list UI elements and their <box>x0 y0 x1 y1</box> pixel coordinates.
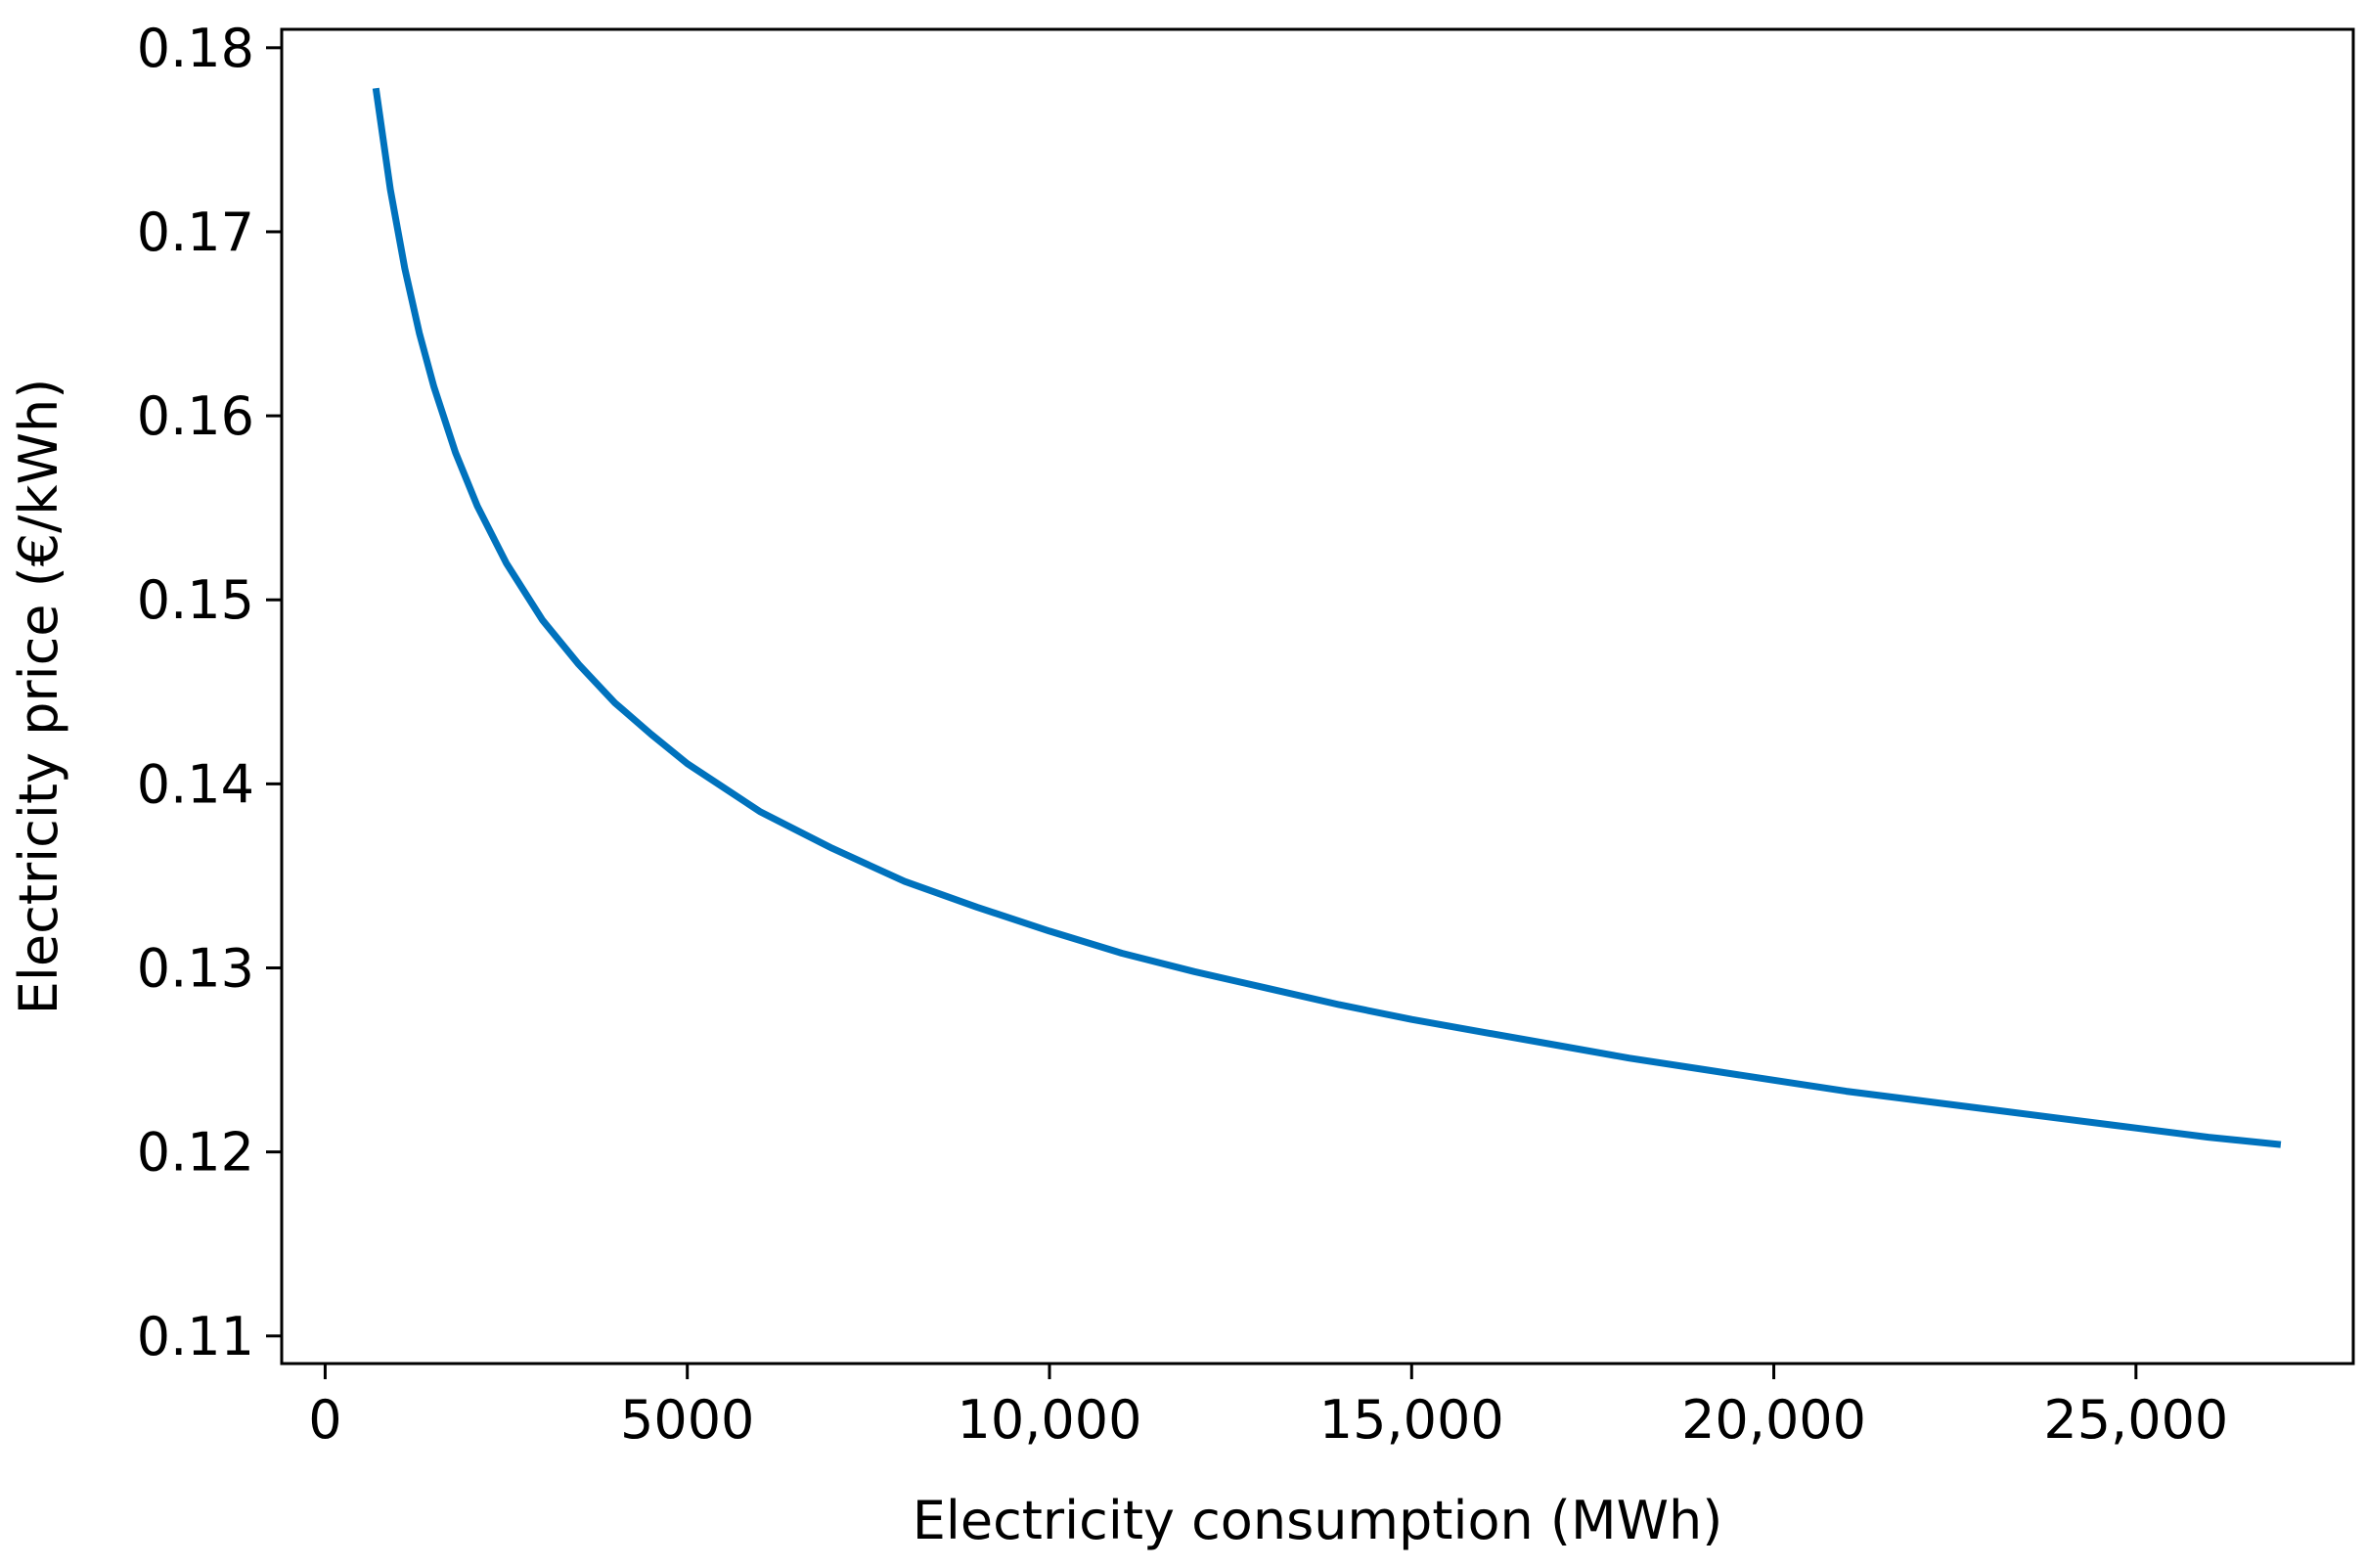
series-line <box>372 87 2282 1148</box>
series-layer <box>372 87 2282 1148</box>
y-axis-label: Electricity price (€/kWh) <box>8 379 69 1015</box>
y-tick-label: 0.15 <box>137 569 254 631</box>
y-tick-label: 0.16 <box>137 385 254 447</box>
y-tick-label: 0.17 <box>137 202 254 263</box>
x-tick-label: 15,000 <box>1319 1389 1504 1451</box>
y-tick-label: 0.12 <box>137 1122 254 1184</box>
y-tick-label: 0.13 <box>137 938 254 1000</box>
x-axis-label: Electricity consumption (MWh) <box>913 1490 1723 1551</box>
x-tick-label: 5000 <box>620 1389 754 1451</box>
x-tick-label: 0 <box>308 1389 341 1451</box>
x-tick-label: 25,000 <box>2043 1389 2228 1451</box>
y-tick-label: 0.18 <box>137 18 254 79</box>
x-tick-label: 20,000 <box>1681 1389 1866 1451</box>
y-tick-label: 0.11 <box>137 1306 254 1367</box>
ticks-layer: 0 5000 10,000 15,000 20,000 25,000 0.11 0.12 0.1… <box>137 18 2229 1451</box>
y-tick-label: 0.14 <box>137 753 254 815</box>
plot-frame <box>280 27 2355 1366</box>
x-tick-label: 10,000 <box>958 1389 1142 1451</box>
